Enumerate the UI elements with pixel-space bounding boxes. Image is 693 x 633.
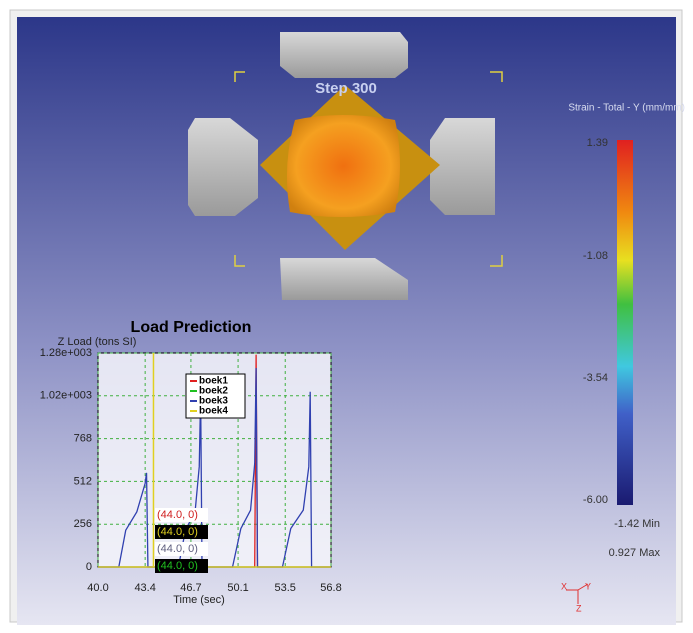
x-tick-label: 56.8 xyxy=(320,582,341,594)
triad-y: Y xyxy=(585,581,591,591)
x-tick-label: 40.0 xyxy=(87,582,108,594)
annotation: (44.0, 0) xyxy=(157,526,198,538)
die-block xyxy=(280,32,408,78)
colorbar-label: -1.08 xyxy=(583,250,608,262)
die-block xyxy=(188,118,258,216)
annotation: (44.0, 0) xyxy=(157,543,198,555)
colorbar xyxy=(617,140,633,505)
annotation: (44.0, 0) xyxy=(157,560,198,572)
y-tick-label: 1.02e+003 xyxy=(40,390,92,402)
legend-title: Strain - Total - Y (mm/mm) xyxy=(568,103,685,114)
x-tick-label: 50.1 xyxy=(227,582,248,594)
die-block xyxy=(430,118,495,215)
min-label: -1.42 Min xyxy=(614,518,660,530)
y-tick-label: 0 xyxy=(86,561,92,573)
x-tick-label: 46.7 xyxy=(180,582,201,594)
workpiece xyxy=(287,115,400,217)
y-tick-label: 768 xyxy=(74,433,92,445)
y-tick-label: 512 xyxy=(74,475,92,487)
x-axis-label: Time (sec) xyxy=(173,594,225,606)
x-tick-label: 43.4 xyxy=(134,582,155,594)
triad-z: Z xyxy=(576,603,582,613)
colorbar-label: -3.54 xyxy=(583,372,608,384)
colorbar-label: 1.39 xyxy=(587,137,608,149)
annotation: (44.0, 0) xyxy=(157,509,198,521)
max-label: 0.927 Max xyxy=(609,547,661,559)
legend-entry: boek4 xyxy=(199,406,228,417)
y-tick-label: 1.28e+003 xyxy=(40,347,92,359)
triad-x: X xyxy=(561,581,567,591)
step-label: Step 300 xyxy=(315,80,377,97)
x-tick-label: 53.5 xyxy=(275,582,296,594)
chart-title: Load Prediction xyxy=(131,319,252,336)
y-tick-label: 256 xyxy=(74,518,92,530)
colorbar-label: -6.00 xyxy=(583,494,608,506)
app-window: Step 300 Strain - Total - Y (mm/mm) 1.39… xyxy=(0,0,693,633)
